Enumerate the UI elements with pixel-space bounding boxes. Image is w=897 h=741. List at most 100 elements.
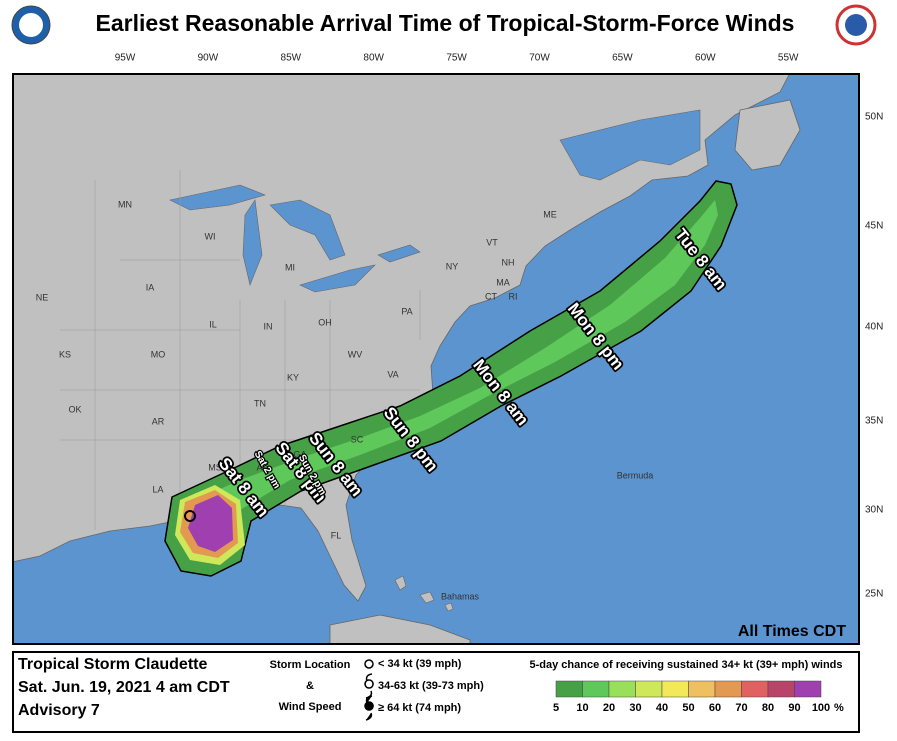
probability-legend: 5 10 20 30 40 50 60 70 80 90 100% bbox=[553, 680, 844, 714]
symbol-label: < 34 kt (39 mph) bbox=[378, 658, 462, 670]
legend-value: 100 bbox=[812, 702, 830, 714]
state-label: MA bbox=[496, 277, 510, 287]
longitude-label: 70W bbox=[529, 53, 550, 64]
longitude-label: 80W bbox=[363, 53, 384, 64]
latitude-label: 50N bbox=[865, 112, 883, 123]
state-borders bbox=[60, 170, 421, 530]
symbol-hurricane bbox=[364, 695, 374, 721]
legend-swatch bbox=[767, 680, 795, 698]
legend-value: 30 bbox=[629, 702, 641, 714]
storm-location-heading: Storm Location bbox=[270, 659, 351, 671]
state-label: KY bbox=[287, 372, 299, 382]
advisory-date: Sat. Jun. 19, 2021 4 am CDT bbox=[18, 679, 230, 696]
legend-swatch bbox=[608, 680, 636, 698]
latitude-label: 25N bbox=[865, 589, 883, 600]
longitude-label: 85W bbox=[281, 53, 302, 64]
state-label: VA bbox=[387, 369, 398, 379]
latitude-label: 40N bbox=[865, 322, 883, 333]
legend-value: 50 bbox=[682, 702, 694, 714]
state-label: IL bbox=[209, 319, 217, 329]
longitude-label: 95W bbox=[115, 53, 136, 64]
state-label: RI bbox=[509, 291, 518, 301]
state-label: WI bbox=[205, 231, 216, 241]
gulf-of-st-lawrence bbox=[559, 109, 701, 181]
latitude-label: 35N bbox=[865, 416, 883, 427]
longitude-label: 75W bbox=[446, 53, 467, 64]
legend-unit: % bbox=[834, 702, 844, 714]
legend-value: 60 bbox=[709, 702, 721, 714]
nws-logo-inner bbox=[845, 14, 867, 36]
state-label: MN bbox=[118, 199, 132, 209]
storm-name: Tropical Storm Claudette bbox=[18, 656, 207, 673]
state-label: NH bbox=[502, 257, 515, 267]
great-lakes bbox=[169, 184, 421, 293]
newfoundland bbox=[734, 99, 801, 171]
legend-value: 20 bbox=[603, 702, 615, 714]
longitude-label: 60W bbox=[695, 53, 716, 64]
cuba bbox=[329, 614, 471, 644]
longitude-label: 90W bbox=[198, 53, 219, 64]
legend-value: 10 bbox=[576, 702, 588, 714]
state-label: MO bbox=[151, 349, 166, 359]
bahamas bbox=[394, 575, 454, 612]
legend-value: 5 bbox=[553, 702, 559, 714]
legend-swatch bbox=[794, 680, 822, 698]
longitude-label: 55W bbox=[778, 53, 799, 64]
legend-swatch bbox=[661, 680, 689, 698]
latitude-label: 45N bbox=[865, 221, 883, 232]
legend-swatch bbox=[582, 680, 610, 698]
symbol-label: ≥ 64 kt (74 mph) bbox=[378, 702, 461, 714]
state-label: PA bbox=[401, 306, 412, 316]
place-label: Bermuda bbox=[617, 470, 654, 480]
title: Earliest Reasonable Arrival Time of Trop… bbox=[96, 10, 795, 36]
longitude-label: 65W bbox=[612, 53, 633, 64]
noaa-logo-inner bbox=[19, 13, 43, 37]
state-label: AR bbox=[152, 416, 165, 426]
legend-value: 90 bbox=[788, 702, 800, 714]
ampersand: & bbox=[306, 680, 314, 692]
wind-swath bbox=[164, 180, 738, 577]
state-label: LA bbox=[152, 484, 163, 494]
wind-swath-core-3 bbox=[188, 495, 233, 552]
wind-swath-inner bbox=[178, 200, 718, 560]
state-label: IN bbox=[264, 321, 273, 331]
legend-swatch bbox=[688, 680, 716, 698]
symbol-depression bbox=[364, 659, 374, 669]
map-frame bbox=[12, 73, 860, 645]
state-label: OK bbox=[68, 404, 81, 414]
state-label: MI bbox=[285, 262, 295, 272]
state-label: MS bbox=[208, 462, 222, 472]
state-label: FL bbox=[331, 530, 342, 540]
border-lines bbox=[60, 170, 421, 530]
state-label: NE bbox=[36, 292, 49, 302]
state-label: TN bbox=[254, 398, 266, 408]
state-label: KS bbox=[59, 349, 71, 359]
state-label: GA bbox=[293, 449, 306, 459]
state-label: SC bbox=[351, 434, 364, 444]
state-label: WV bbox=[348, 349, 363, 359]
state-labels: MN WI MI NY VT NH ME MA CT RI PA NE IA IL IN OH KS MO KY WV… bbox=[36, 199, 654, 601]
legend-swatch bbox=[635, 680, 663, 698]
place-label: Bahamas bbox=[441, 591, 480, 601]
advisory-number: Advisory 7 bbox=[18, 702, 100, 719]
state-label: VT bbox=[486, 237, 498, 247]
storm-center bbox=[184, 510, 196, 522]
legend-swatch bbox=[555, 680, 583, 698]
state-label: NY bbox=[446, 261, 459, 271]
legend-value: 70 bbox=[735, 702, 747, 714]
time-zone-note: All Times CDT bbox=[738, 623, 846, 640]
symbol-label: 34-63 kt (39-73 mph) bbox=[378, 680, 484, 692]
wind-speed-heading: Wind Speed bbox=[279, 701, 342, 713]
state-label: CT bbox=[485, 291, 497, 301]
state-label: ME bbox=[543, 209, 557, 219]
state-label: AL bbox=[256, 462, 267, 472]
legend-value: 40 bbox=[656, 702, 668, 714]
state-label: IA bbox=[146, 282, 155, 292]
legend-swatch bbox=[714, 680, 742, 698]
state-label: OH bbox=[318, 317, 332, 327]
map-area: MN WI MI NY VT NH ME MA CT RI PA NE IA IL IN OH KS MO KY WV… bbox=[13, 74, 859, 644]
legend-title: 5-day chance of receiving sustained 34+ … bbox=[530, 659, 843, 671]
